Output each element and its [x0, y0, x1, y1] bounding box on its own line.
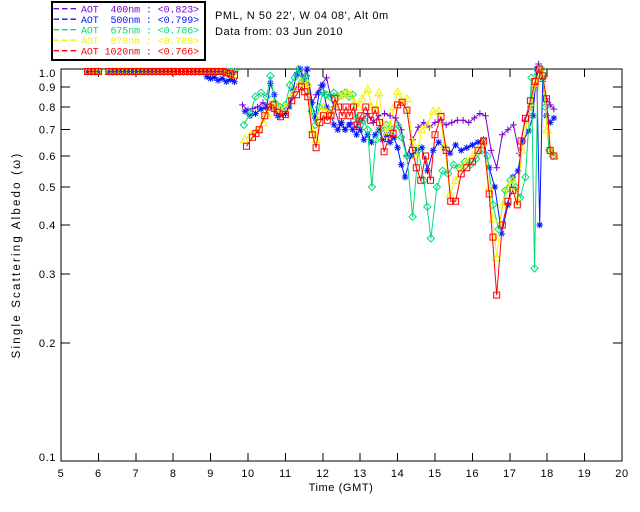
svg-text:AOT 400nm : <0.823>: AOT 400nm : <0.823>: [81, 5, 199, 16]
svg-text:0.7: 0.7: [39, 125, 56, 137]
svg-text:9: 9: [207, 468, 214, 480]
svg-text:PML, N 50 22', W 04 08', Alt 0: PML, N 50 22', W 04 08', Alt 0m: [215, 10, 389, 22]
svg-text:Data from: 03 Jun 2010: Data from: 03 Jun 2010: [215, 26, 343, 38]
svg-text:0.3: 0.3: [39, 269, 56, 281]
svg-text:11: 11: [279, 468, 292, 480]
svg-text:0.4: 0.4: [39, 220, 56, 232]
svg-text:AOT 675nm : <0.786>: AOT 675nm : <0.786>: [81, 26, 199, 37]
svg-text:15: 15: [428, 468, 441, 480]
svg-text:1.0: 1.0: [39, 68, 56, 80]
svg-text:6: 6: [95, 468, 102, 480]
svg-text:0.1: 0.1: [39, 452, 56, 464]
svg-text:Time (GMT): Time (GMT): [309, 482, 374, 494]
svg-text:Single Scattering Albedo (ω): Single Scattering Albedo (ω): [11, 152, 23, 359]
svg-text:13: 13: [353, 468, 366, 480]
svg-text:0.5: 0.5: [39, 182, 56, 194]
svg-text:20: 20: [615, 468, 628, 480]
svg-text:18: 18: [540, 468, 553, 480]
svg-text:8: 8: [170, 468, 177, 480]
svg-text:5: 5: [58, 468, 65, 480]
svg-text:0.2: 0.2: [39, 338, 56, 350]
svg-text:AOT 500nm : <0.799>: AOT 500nm : <0.799>: [81, 16, 199, 27]
svg-text:AOT 1020nm : <0.766>: AOT 1020nm : <0.766>: [81, 47, 199, 58]
svg-text:0.8: 0.8: [39, 102, 56, 114]
svg-text:7: 7: [132, 468, 139, 480]
svg-text:10: 10: [241, 468, 254, 480]
svg-text:0.9: 0.9: [39, 82, 56, 94]
svg-text:0.6: 0.6: [39, 151, 56, 163]
svg-text:AOT 870nm : <0.789>: AOT 870nm : <0.789>: [81, 37, 199, 48]
svg-text:14: 14: [391, 468, 404, 480]
svg-text:17: 17: [503, 468, 516, 480]
svg-text:19: 19: [578, 468, 591, 480]
svg-text:16: 16: [466, 468, 479, 480]
svg-text:12: 12: [316, 468, 329, 480]
